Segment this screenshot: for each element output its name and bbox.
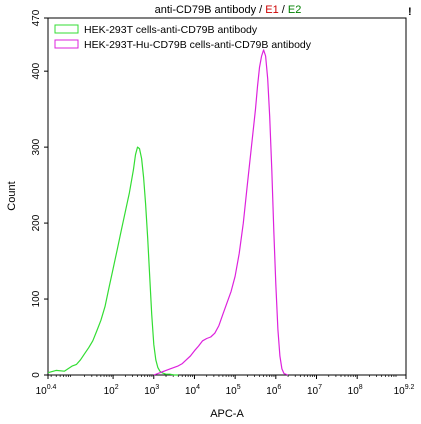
- x-axis: 100.4 102 103 104 105 106 107 108 109.2: [36, 375, 415, 397]
- series-line-1: [47, 146, 179, 376]
- x-tick-base: 10: [394, 386, 406, 397]
- x-tick-label: 109.2: [394, 384, 415, 397]
- x-tick-label: 103: [144, 384, 159, 397]
- chart-title-main: anti-CD79B antibody: [155, 4, 257, 16]
- corner-mark: !: [408, 6, 412, 18]
- x-tick-base: 10: [348, 386, 360, 397]
- x-tick-label: 108: [348, 384, 363, 397]
- x-tick-base: 10: [144, 386, 156, 397]
- x-tick-label: 102: [104, 384, 119, 397]
- chart-title-sep2: /: [279, 4, 288, 16]
- y-axis: 0 100 200 300 400 470: [31, 9, 48, 378]
- chart-title-e2: E2: [288, 4, 301, 16]
- x-tick-label: 106: [266, 384, 281, 397]
- plot-frame: [47, 17, 407, 376]
- y-tick-label: 0: [31, 372, 42, 378]
- chart-title-sep1: /: [256, 4, 265, 16]
- x-tick-base: 10: [36, 386, 48, 397]
- series-layer: [47, 49, 289, 376]
- y-tick-label: 100: [31, 290, 42, 307]
- legend: HEK-293T cells-anti-CD79B antibody HEK-29…: [54, 24, 312, 51]
- x-tick-exponent: 3: [155, 384, 159, 391]
- x-tick-label: 100.4: [36, 384, 57, 397]
- x-tick-exponent: 5: [237, 384, 241, 391]
- x-tick-base: 10: [307, 386, 319, 397]
- x-tick-exponent: 2: [115, 384, 119, 391]
- x-tick-label: 107: [307, 384, 322, 397]
- x-tick-base: 10: [226, 386, 238, 397]
- x-tick-exponent: 8: [359, 384, 363, 391]
- x-tick-exponent: 4: [196, 384, 200, 391]
- series-line-2: [153, 49, 289, 376]
- legend-swatch-2: [54, 39, 79, 49]
- y-tick-label: 200: [31, 214, 42, 231]
- x-tick-label: 105: [226, 384, 241, 397]
- y-axis-title: Count: [6, 181, 18, 210]
- legend-label-1: HEK-293T cells-anti-CD79B antibody: [84, 24, 258, 36]
- legend-label-2: HEK-293T-Hu-CD79B cells-anti-CD79B antib…: [84, 39, 312, 51]
- x-tick-exponent: 9.2: [405, 384, 415, 391]
- x-tick-base: 10: [266, 386, 278, 397]
- y-tick-label: 300: [31, 138, 42, 155]
- legend-swatch-1: [54, 24, 79, 34]
- x-tick-base: 10: [104, 386, 116, 397]
- x-tick-exponent: 0.4: [47, 384, 57, 391]
- chart-title: anti-CD79B antibody / E1 / E2: [155, 4, 302, 16]
- x-tick-label: 104: [185, 384, 200, 397]
- y-tick-label: 470: [31, 9, 42, 26]
- x-tick-exponent: 6: [277, 384, 281, 391]
- y-tick-label: 400: [31, 62, 42, 79]
- x-tick-base: 10: [185, 386, 197, 397]
- chart-title-e1: E1: [265, 4, 278, 16]
- x-axis-title: APC-A: [210, 408, 244, 420]
- x-tick-exponent: 7: [318, 384, 322, 391]
